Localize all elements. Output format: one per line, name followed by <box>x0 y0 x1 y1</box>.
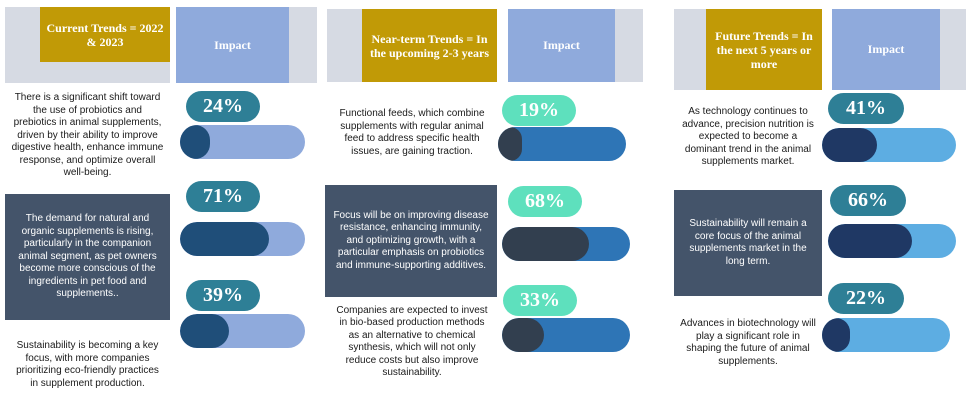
impact-bar-fill <box>180 125 210 159</box>
trend-text-current-1: There is a significant shift toward the … <box>11 92 164 179</box>
impact-bar-fill <box>498 127 523 161</box>
impact-percent-near-2: 68% <box>508 186 582 217</box>
impact-bar-fill <box>180 314 229 348</box>
impact-percent-current-3: 39% <box>186 280 260 311</box>
impact-cap-near <box>615 9 643 82</box>
header-future-trends: Future Trends = In the next 5 years or m… <box>706 9 822 90</box>
trend-text-near-3: Companies are expected to invest in bio-… <box>336 304 488 379</box>
impact-header-future: Impact <box>832 9 940 90</box>
impact-percent-future-1: 41% <box>828 93 904 124</box>
impact-bar-fill <box>822 128 877 162</box>
impact-percent-current-1: 24% <box>186 91 260 122</box>
header-near-term-trends: Near-term Trends = In the upcoming 2-3 y… <box>362 9 497 82</box>
trend-text-near-2: Focus will be on improving disease resis… <box>325 185 497 297</box>
impact-cap-current <box>289 7 317 83</box>
impact-bar-future-3 <box>822 318 950 352</box>
impact-bar-fill <box>502 227 590 261</box>
impact-bar-current-3 <box>180 314 305 348</box>
impact-percent-future-2: 66% <box>830 185 906 216</box>
impact-header-current: Impact <box>176 7 289 83</box>
trend-text-current-3: Sustainability is becoming a key focus, … <box>16 340 159 389</box>
trend-text-current-2: The demand for natural and organic suppl… <box>5 194 170 320</box>
impact-bar-near-1 <box>498 127 626 161</box>
impact-bar-future-2 <box>828 224 956 258</box>
impact-cap-future <box>940 9 966 90</box>
trend-text-near-1: Functional feeds, which combine suppleme… <box>339 108 485 157</box>
impact-bar-fill <box>180 222 269 256</box>
impact-bar-fill <box>828 224 913 258</box>
header-current-trends: Current Trends = 2022 & 2023 <box>40 7 170 62</box>
impact-bar-current-2 <box>180 222 305 256</box>
impact-bar-near-3 <box>502 318 630 352</box>
trend-text-future-3: Advances in biotechnology will play a si… <box>680 318 816 367</box>
impact-percent-future-3: 22% <box>828 283 904 314</box>
impact-header-near: Impact <box>508 9 615 82</box>
impact-bar-near-2 <box>502 227 630 261</box>
impact-percent-near-3: 33% <box>503 285 577 316</box>
impact-bar-fill <box>502 318 545 352</box>
impact-bar-fill <box>822 318 851 352</box>
trend-text-future-1: As technology continues to advance, prec… <box>682 106 814 168</box>
impact-bar-future-1 <box>822 128 956 162</box>
impact-bar-current-1 <box>180 125 305 159</box>
impact-percent-near-1: 19% <box>502 95 576 126</box>
impact-percent-current-2: 71% <box>186 181 260 212</box>
trend-text-future-2: Sustainability will remain a core focus … <box>674 190 822 296</box>
